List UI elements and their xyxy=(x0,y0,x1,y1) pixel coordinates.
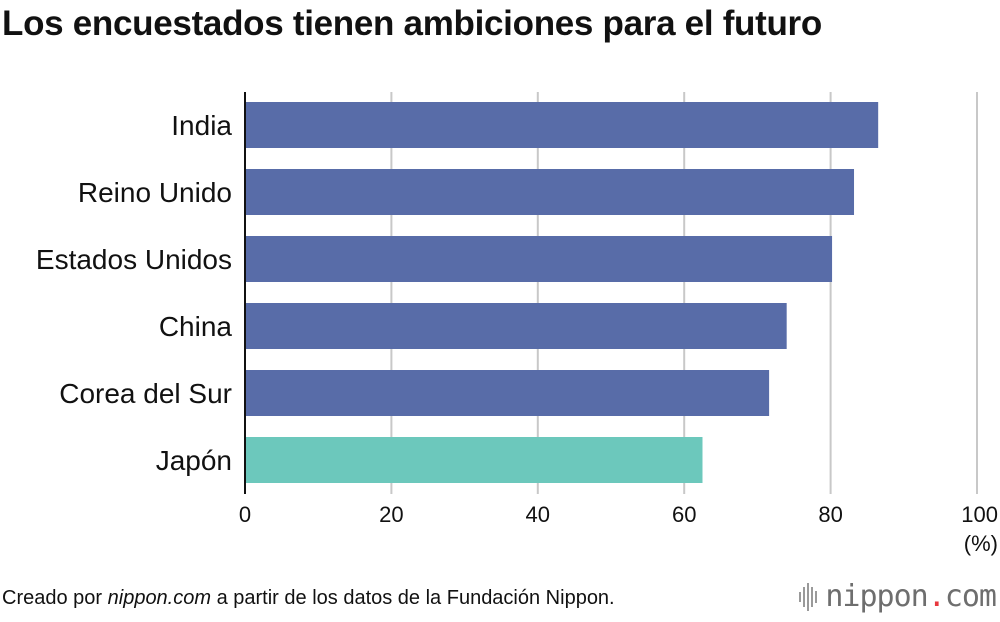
nippon-logo: nippon.com xyxy=(799,579,997,614)
bar xyxy=(245,102,879,148)
bar xyxy=(245,236,833,282)
category-label: Japón xyxy=(156,445,232,476)
x-tick-label: 0 xyxy=(239,502,251,527)
category-label: Estados Unidos xyxy=(36,244,232,275)
bar xyxy=(245,169,855,215)
logo-text: nippon.com xyxy=(825,579,997,614)
chart-title: Los encuestados tienen ambiciones para e… xyxy=(2,4,822,43)
x-axis-unit: (%) xyxy=(964,531,998,556)
category-label: Corea del Sur xyxy=(59,378,232,409)
x-tick-label: 20 xyxy=(379,502,403,527)
source-site: nippon.com xyxy=(107,587,212,609)
x-tick-label: 40 xyxy=(526,502,550,527)
bar xyxy=(245,303,787,349)
source-prefix: Creado por xyxy=(2,587,108,609)
source-note: Creado por nippon.com a partir de los da… xyxy=(2,587,615,610)
sound-wave-icon xyxy=(799,582,818,611)
bar xyxy=(245,437,703,483)
category-label: China xyxy=(159,311,233,342)
bar-chart: India Reino Unido Estados Unidos China Corea… xyxy=(36,92,998,556)
x-tick-label: 60 xyxy=(672,502,696,527)
category-label: Reino Unido xyxy=(78,177,232,208)
category-label: India xyxy=(171,110,232,141)
bar xyxy=(245,370,770,416)
x-tick-label: 80 xyxy=(818,502,842,527)
source-suffix: a partir de los datos de la Fundación Ni… xyxy=(211,587,615,609)
x-tick-label: 100 xyxy=(961,502,998,527)
